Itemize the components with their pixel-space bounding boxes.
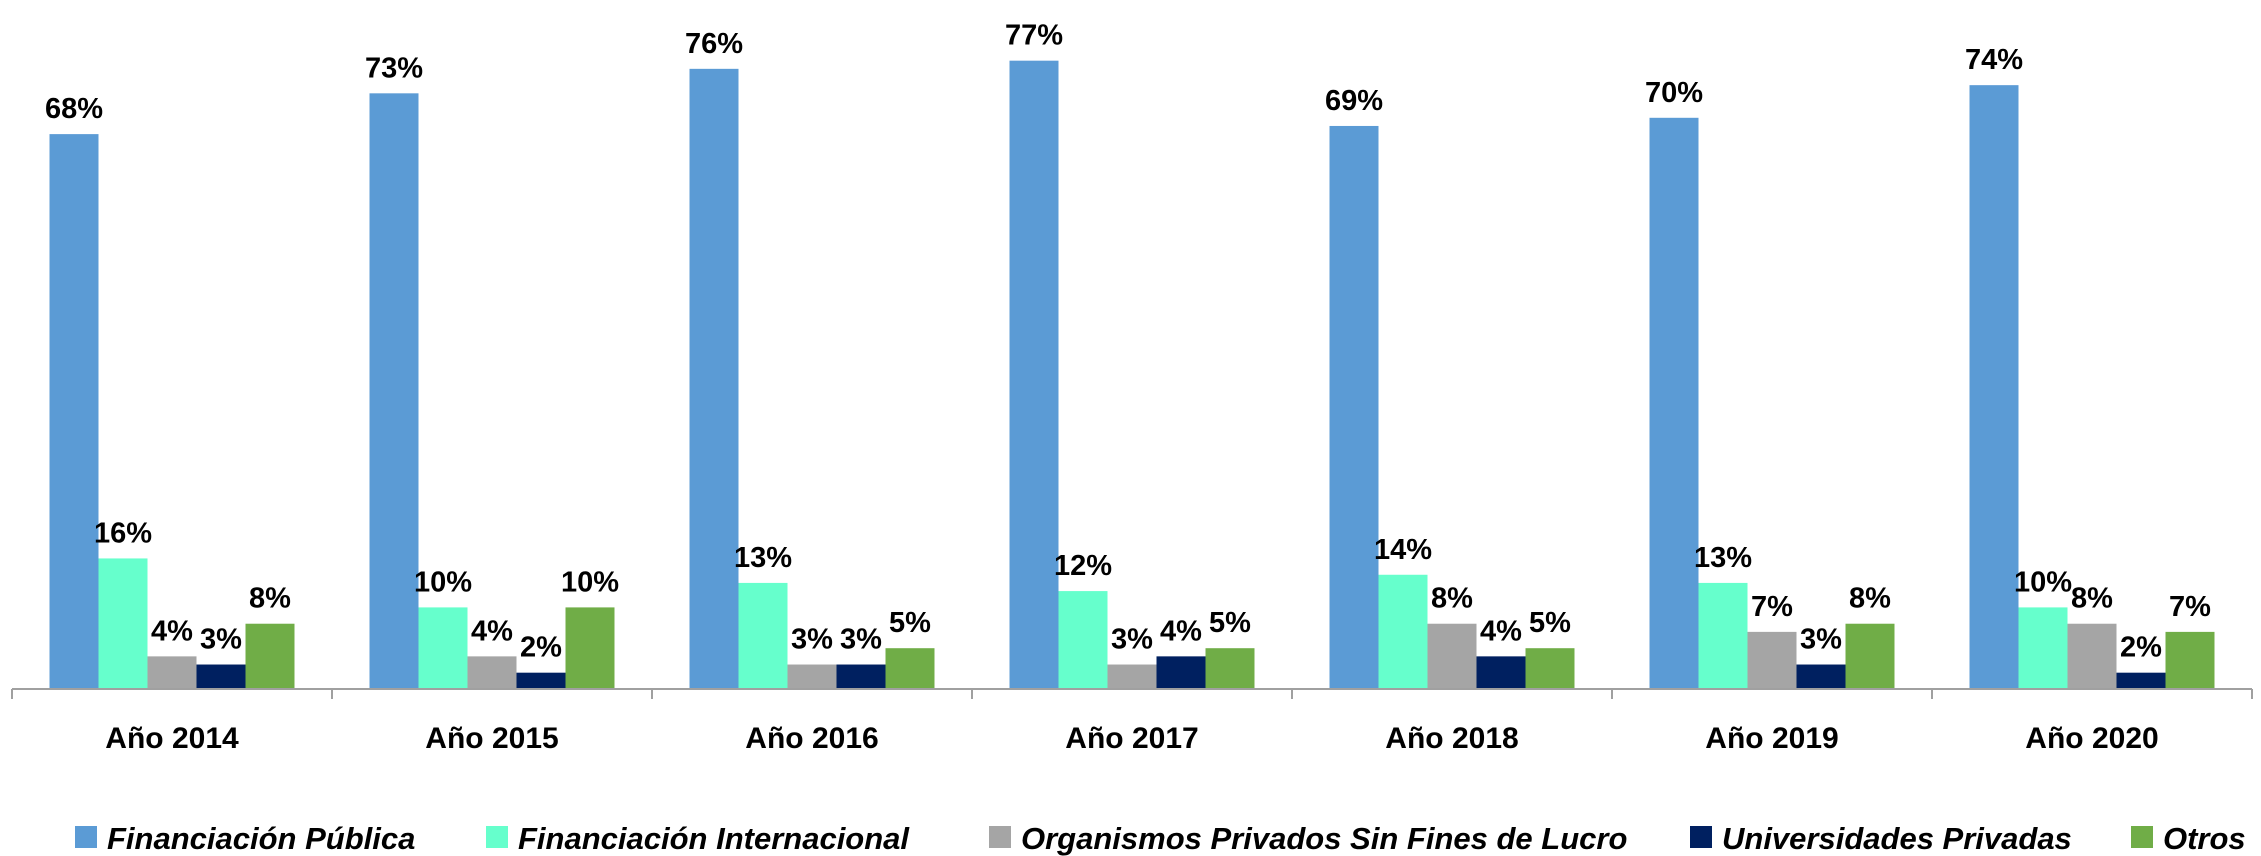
value-label: 5% <box>1529 607 1571 639</box>
x-tick-label: Año 2018 <box>1385 722 1518 755</box>
bar <box>369 93 419 689</box>
value-label: 68% <box>45 93 103 125</box>
value-label: 3% <box>840 624 882 656</box>
value-label: 76% <box>685 28 743 60</box>
bar <box>245 623 295 689</box>
bar <box>885 648 935 689</box>
x-tick-label: Año 2020 <box>2025 722 2158 755</box>
value-label: 4% <box>1480 615 1522 647</box>
x-tick-label: Año 2019 <box>1705 722 1838 755</box>
value-label: 3% <box>200 624 242 656</box>
bar <box>196 664 246 689</box>
value-label: 73% <box>365 52 423 84</box>
bar <box>689 68 739 690</box>
legend-swatch <box>2131 826 2153 848</box>
legend-label: Universidades Privadas <box>1722 821 2072 856</box>
value-label: 3% <box>1111 624 1153 656</box>
bar <box>1796 664 1846 689</box>
bar <box>836 664 886 689</box>
value-label: 7% <box>1751 591 1793 623</box>
value-label: 5% <box>889 607 931 639</box>
x-tick-label: Año 2015 <box>425 722 558 755</box>
bar <box>2018 607 2068 689</box>
bar <box>1205 648 1255 689</box>
value-label: 70% <box>1645 77 1703 109</box>
value-label: 10% <box>2014 566 2072 598</box>
bar <box>1378 574 1428 689</box>
bar <box>1476 656 1526 689</box>
legend-swatch <box>486 826 508 848</box>
value-label: 4% <box>471 615 513 647</box>
value-label: 4% <box>151 615 193 647</box>
value-label: 77% <box>1005 20 1063 52</box>
bar <box>516 672 566 689</box>
bar <box>1969 85 2019 689</box>
x-tick-label: Año 2017 <box>1065 722 1198 755</box>
value-label: 8% <box>249 583 291 615</box>
bar <box>1649 117 1699 690</box>
value-label: 8% <box>2071 583 2113 615</box>
value-label: 14% <box>1374 534 1432 566</box>
value-label: 74% <box>1965 44 2023 76</box>
bar <box>1698 582 1748 689</box>
legend-label: Financiación Pública <box>107 821 415 856</box>
bar <box>1329 125 1379 689</box>
bar <box>787 664 837 689</box>
x-tick-label: Año 2016 <box>745 722 878 755</box>
value-label: 12% <box>1054 550 1112 582</box>
bar <box>2165 631 2215 689</box>
value-label: 5% <box>1209 607 1251 639</box>
x-tick-label: Año 2014 <box>105 722 239 755</box>
legend-label: Otros <box>2163 821 2246 856</box>
value-label: 16% <box>94 517 152 549</box>
bar <box>98 558 148 689</box>
bar <box>1845 623 1895 689</box>
value-label: 2% <box>520 632 562 664</box>
bar <box>1525 648 1575 689</box>
bar <box>1009 60 1059 690</box>
bar <box>1156 656 1206 689</box>
bar <box>738 582 788 689</box>
bar <box>1427 623 1477 689</box>
bar <box>147 656 197 689</box>
bar <box>2067 623 2117 689</box>
legend-swatch <box>75 826 97 848</box>
legend-swatch <box>989 826 1011 848</box>
bar <box>2116 672 2166 689</box>
legend-label: Organismos Privados Sin Fines de Lucro <box>1021 821 1627 856</box>
bar <box>1747 631 1797 689</box>
value-label: 69% <box>1325 85 1383 117</box>
bar <box>565 607 615 689</box>
value-label: 10% <box>561 566 619 598</box>
legend-swatch <box>1690 826 1712 848</box>
bar <box>1107 664 1157 689</box>
value-label: 8% <box>1431 583 1473 615</box>
value-label: 13% <box>734 542 792 574</box>
bar <box>49 134 99 689</box>
bar <box>467 656 517 689</box>
value-label: 8% <box>1849 583 1891 615</box>
legend-label: Financiación Internacional <box>518 821 910 856</box>
value-label: 10% <box>414 566 472 598</box>
value-label: 7% <box>2169 591 2211 623</box>
value-label: 3% <box>791 624 833 656</box>
value-label: 4% <box>1160 615 1202 647</box>
value-label: 2% <box>2120 632 2162 664</box>
value-label: 13% <box>1694 542 1752 574</box>
bar <box>1058 591 1108 689</box>
bar <box>418 607 468 689</box>
value-label: 3% <box>1800 624 1842 656</box>
